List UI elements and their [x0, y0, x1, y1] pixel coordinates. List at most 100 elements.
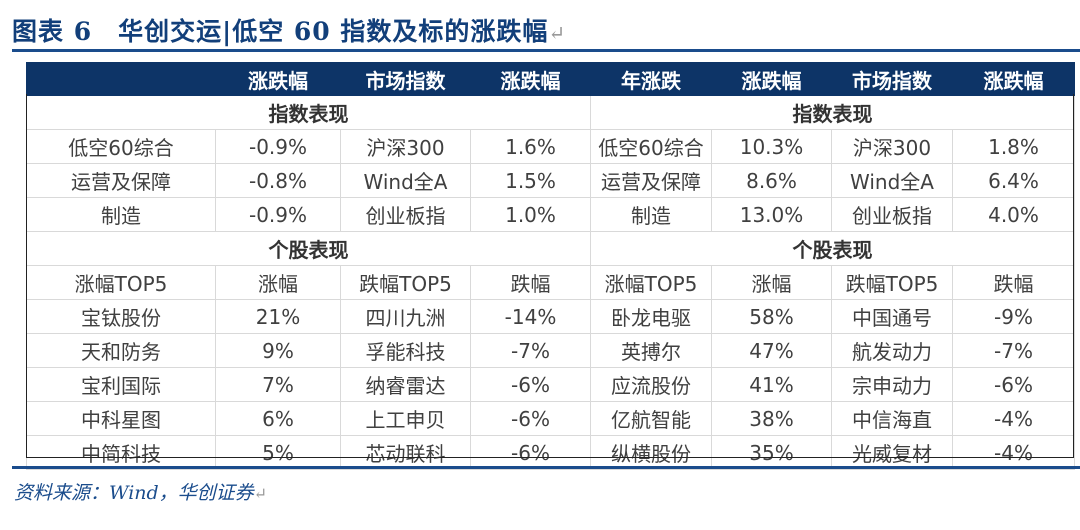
table-cell: 58%: [711, 299, 832, 334]
stock-column-header: 涨幅TOP5: [26, 265, 216, 300]
stock-row: 中简科技 5% 芯动联科 -6% 纵横股份 35% 光威复材 -4%: [26, 435, 1075, 470]
table-cell: 应流股份: [590, 367, 712, 402]
table-cell: 纳睿雷达: [340, 367, 471, 402]
table-cell: 41%: [711, 367, 832, 402]
table-cell: -4%: [952, 401, 1075, 436]
column-header: 涨跌幅: [215, 62, 341, 96]
column-header: 涨跌幅: [952, 62, 1075, 96]
index-row: 低空60综合 -0.9% 沪深300 1.6% 低空60综合 10.3% 沪深300 1.8%: [26, 129, 1075, 164]
column-header: 涨跌幅: [470, 62, 591, 96]
table-cell: 低空60综合: [590, 129, 712, 164]
top-rule: [12, 49, 1080, 52]
column-header: 年涨跌: [590, 62, 712, 96]
table-cell: 制造: [590, 197, 712, 232]
stock-row: 宝钛股份 21% 四川九洲 -14% 卧龙电驱 58% 中国通号 -9%: [26, 299, 1075, 334]
table-cell: -6%: [470, 367, 591, 402]
source-note: 资料来源：Wind，华创证券↵: [14, 478, 267, 505]
table-cell: 宝钛股份: [26, 299, 216, 334]
table-cell: 35%: [711, 435, 832, 470]
table-cell: 孚能科技: [340, 333, 471, 368]
return-mark-icon: ↵: [548, 21, 567, 45]
table-cell: -0.8%: [215, 163, 341, 198]
stock-column-header: 涨幅TOP5: [590, 265, 712, 300]
figure-title: 图表 6 华创交运|低空 60 指数及标的涨跌幅↵: [12, 12, 566, 48]
stock-column-header: 涨幅: [215, 265, 341, 300]
table-cell: 低空60综合: [26, 129, 216, 164]
stock-row: 中科星图 6% 上工申贝 -6% 亿航智能 38% 中信海直 -4%: [26, 401, 1075, 436]
stock-column-header: 跌幅: [952, 265, 1075, 300]
section-title: 指数表现: [590, 95, 1075, 130]
performance-table: 涨跌幅 市场指数 涨跌幅 年涨跌 涨跌幅 市场指数 涨跌幅 指数表现 指数表现 低空60综合 -0…: [26, 62, 1075, 470]
table-cell: -0.9%: [215, 129, 341, 164]
source-text: 资料来源：Wind，华创证券: [14, 482, 254, 504]
stock-row: 天和防务 9% 孚能科技 -7% 英搏尔 47% 航发动力 -7%: [26, 333, 1075, 368]
table-cell: 芯动联科: [340, 435, 471, 470]
table-cell: -14%: [470, 299, 591, 334]
table-cell: 沪深300: [340, 129, 471, 164]
column-header: 市场指数: [340, 62, 471, 96]
table-cell: 21%: [215, 299, 341, 334]
table-cell: 38%: [711, 401, 832, 436]
section-title: 指数表现: [26, 95, 591, 130]
column-header: [26, 62, 216, 96]
index-row: 制造 -0.9% 创业板指 1.0% 制造 13.0% 创业板指 4.0%: [26, 197, 1075, 232]
section-row: 指数表现 指数表现: [26, 95, 1075, 130]
table-cell: 宗申动力: [831, 367, 953, 402]
table-cell: 6%: [215, 401, 341, 436]
stock-header-row: 涨幅TOP5 涨幅 跌幅TOP5 跌幅 涨幅TOP5 涨幅 跌幅TOP5 跌幅: [26, 265, 1075, 300]
figure-title-text: 图表 6 华创交运|低空 60 指数及标的涨跌幅: [12, 17, 549, 46]
table-cell: 8.6%: [711, 163, 832, 198]
table-cell: -6%: [952, 367, 1075, 402]
table-cell: 9%: [215, 333, 341, 368]
column-header: 涨跌幅: [711, 62, 832, 96]
table-cell: 7%: [215, 367, 341, 402]
stock-column-header: 跌幅TOP5: [831, 265, 953, 300]
table-cell: -7%: [952, 333, 1075, 368]
stock-column-header: 跌幅: [470, 265, 591, 300]
table-cell: 沪深300: [831, 129, 953, 164]
table-cell: 中信海直: [831, 401, 953, 436]
table-cell: -0.9%: [215, 197, 341, 232]
table-cell: 光威复材: [831, 435, 953, 470]
table-cell: Wind全A: [831, 163, 953, 198]
table-cell: 运营及保障: [26, 163, 216, 198]
stock-row: 宝利国际 7% 纳睿雷达 -6% 应流股份 41% 宗申动力 -6%: [26, 367, 1075, 402]
section-title: 个股表现: [26, 231, 591, 266]
table-cell: 1.6%: [470, 129, 591, 164]
table-cell: 纵横股份: [590, 435, 712, 470]
table-cell: 6.4%: [952, 163, 1075, 198]
table-cell: 卧龙电驱: [590, 299, 712, 334]
table-cell: 创业板指: [831, 197, 953, 232]
section-title: 个股表现: [590, 231, 1075, 266]
index-row: 运营及保障 -0.8% Wind全A 1.5% 运营及保障 8.6% Wind全A 6.4%: [26, 163, 1075, 198]
table-cell: 4.0%: [952, 197, 1075, 232]
table-cell: 天和防务: [26, 333, 216, 368]
table-cell: 中科星图: [26, 401, 216, 436]
table-cell: 英搏尔: [590, 333, 712, 368]
table-cell: 中简科技: [26, 435, 216, 470]
table-cell: 宝利国际: [26, 367, 216, 402]
table-cell: 四川九洲: [340, 299, 471, 334]
table-cell: 1.8%: [952, 129, 1075, 164]
section-row: 个股表现 个股表现: [26, 231, 1075, 266]
table-cell: 上工申贝: [340, 401, 471, 436]
bottom-rule: [12, 466, 1080, 469]
table-cell: 1.5%: [470, 163, 591, 198]
table-cell: 创业板指: [340, 197, 471, 232]
table-cell: -4%: [952, 435, 1075, 470]
table-cell: 10.3%: [711, 129, 832, 164]
column-header: 市场指数: [831, 62, 953, 96]
table-header: 涨跌幅 市场指数 涨跌幅 年涨跌 涨跌幅 市场指数 涨跌幅: [26, 62, 1075, 96]
table-cell: -9%: [952, 299, 1075, 334]
table-cell: 5%: [215, 435, 341, 470]
table-cell: Wind全A: [340, 163, 471, 198]
table-cell: 1.0%: [470, 197, 591, 232]
stock-column-header: 涨幅: [711, 265, 832, 300]
return-mark-icon: ↵: [253, 484, 268, 503]
stock-column-header: 跌幅TOP5: [340, 265, 471, 300]
table-cell: 制造: [26, 197, 216, 232]
table-cell: -6%: [470, 401, 591, 436]
table-cell: 中国通号: [831, 299, 953, 334]
table-cell: -6%: [470, 435, 591, 470]
table-cell: 13.0%: [711, 197, 832, 232]
